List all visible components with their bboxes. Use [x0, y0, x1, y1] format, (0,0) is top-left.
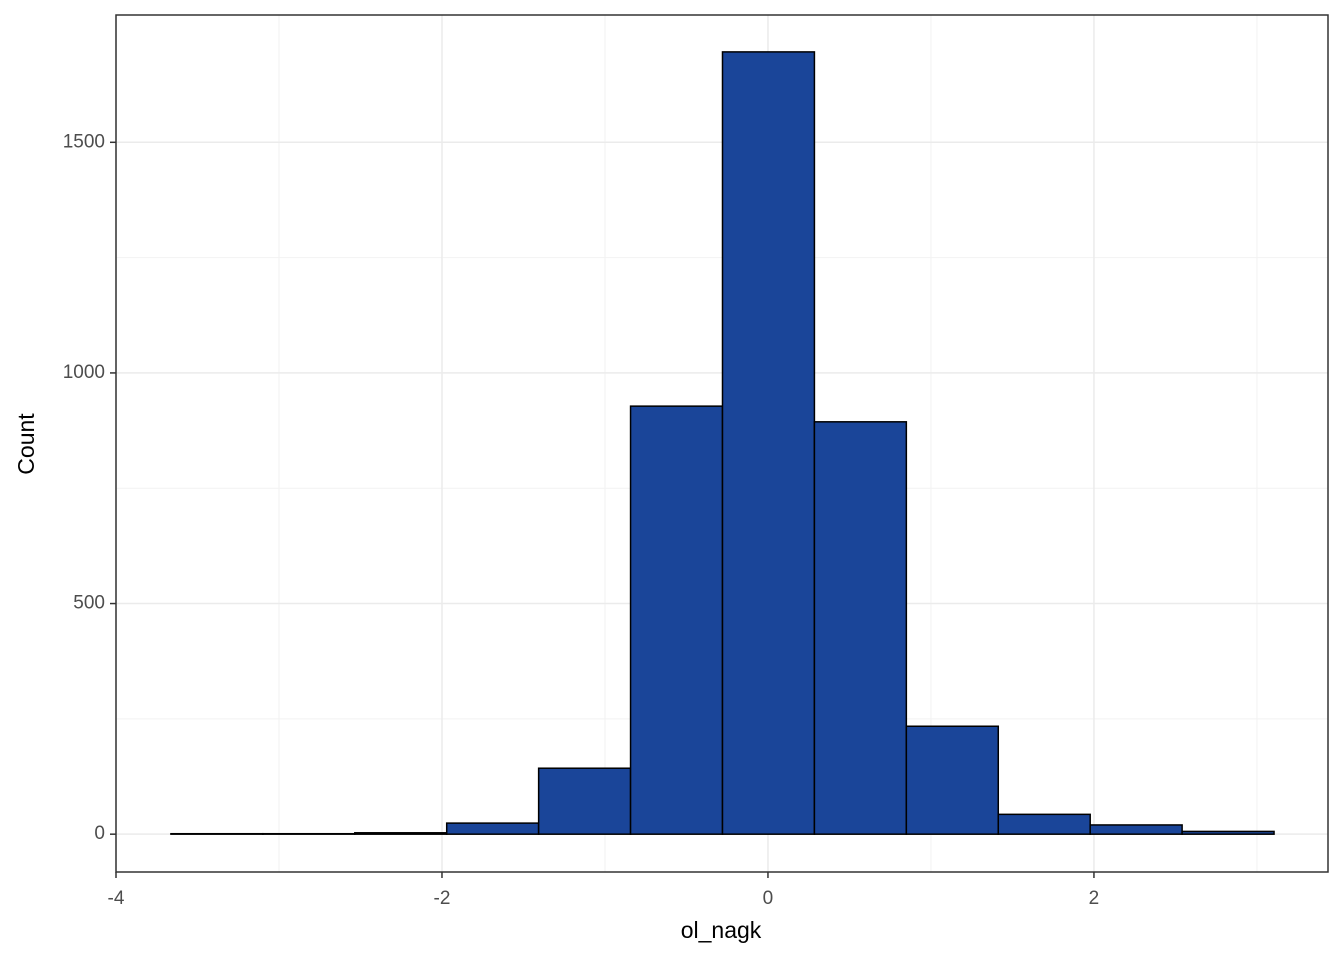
y-tick-label: 500: [73, 593, 105, 614]
bar: [1090, 825, 1182, 834]
y-axis-title: Count: [13, 413, 39, 475]
x-tick-label: 0: [763, 888, 774, 909]
y-tick-label: 1500: [63, 131, 105, 152]
bar: [722, 52, 814, 834]
x-axis-title: ol_nagk: [681, 917, 762, 943]
bar: [447, 823, 539, 834]
bar: [631, 406, 723, 834]
bar: [539, 768, 631, 834]
bar: [998, 814, 1090, 834]
x-tick-label: -2: [434, 888, 451, 909]
y-tick-label: 0: [94, 823, 105, 844]
bar: [906, 726, 998, 834]
x-tick-label: -4: [108, 888, 125, 909]
bar: [355, 833, 447, 834]
bar: [814, 422, 906, 834]
y-tick-label: 1000: [63, 362, 105, 383]
bar: [1182, 831, 1274, 834]
x-tick-label: 2: [1089, 888, 1100, 909]
